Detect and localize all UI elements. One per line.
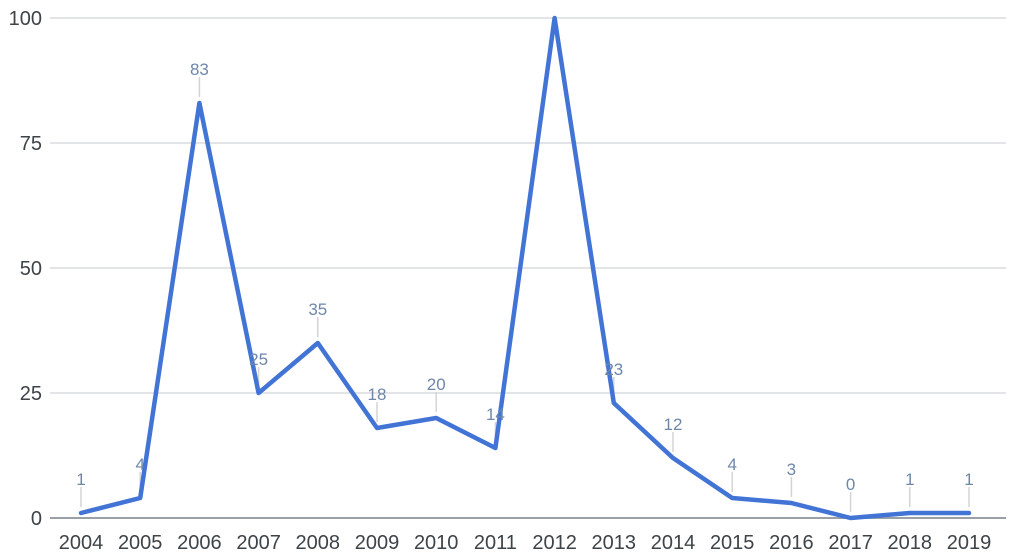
x-axis-tick-label: 2016 [769,532,814,554]
x-axis-tick-label: 2017 [828,532,873,554]
x-axis-tick-label: 2015 [710,532,755,554]
y-axis-tick-label: 50 [20,258,42,280]
data-point-label: 4 [135,455,144,474]
x-axis-tick-label: 2010 [414,532,459,554]
y-axis-tick-label: 0 [31,508,42,530]
x-axis-tick-label: 2006 [177,532,222,554]
x-axis-tick-label: 2007 [236,532,281,554]
data-point-label: 4 [727,455,736,474]
x-axis-tick-label: 2008 [296,532,341,554]
data-point-label: 35 [308,300,327,319]
x-axis-tick-label: 2012 [532,532,577,554]
data-point-label: 1 [905,470,914,489]
data-point-label: 83 [190,60,209,79]
x-axis-tick-label: 2018 [888,532,933,554]
data-point-label: 12 [664,415,683,434]
x-axis-tick-label: 2009 [355,532,400,554]
data-point-label: 3 [787,460,796,479]
x-axis-tick-label: 2005 [118,532,163,554]
x-axis-tick-label: 2014 [651,532,696,554]
y-axis-tick-label: 25 [20,383,42,405]
data-point-label: 14 [486,405,505,424]
series-line [78,15,972,521]
data-point-label: 0 [846,475,855,494]
data-point-label: 23 [604,360,623,379]
x-axis-tick-label: 2011 [474,532,517,554]
x-axis-tick-label: 2019 [947,532,992,554]
data-point-label: 25 [249,350,268,369]
x-axis-tick-label: 2004 [59,532,104,554]
x-axis-tick-label: 2013 [592,532,637,554]
data-point-label: 20 [427,375,446,394]
y-axis-tick-label: 100 [9,8,42,30]
data-point-label: 1 [76,470,85,489]
data-point-label: 18 [368,385,387,404]
y-axis-tick-label: 75 [20,133,42,155]
data-point-label: 1 [964,470,973,489]
